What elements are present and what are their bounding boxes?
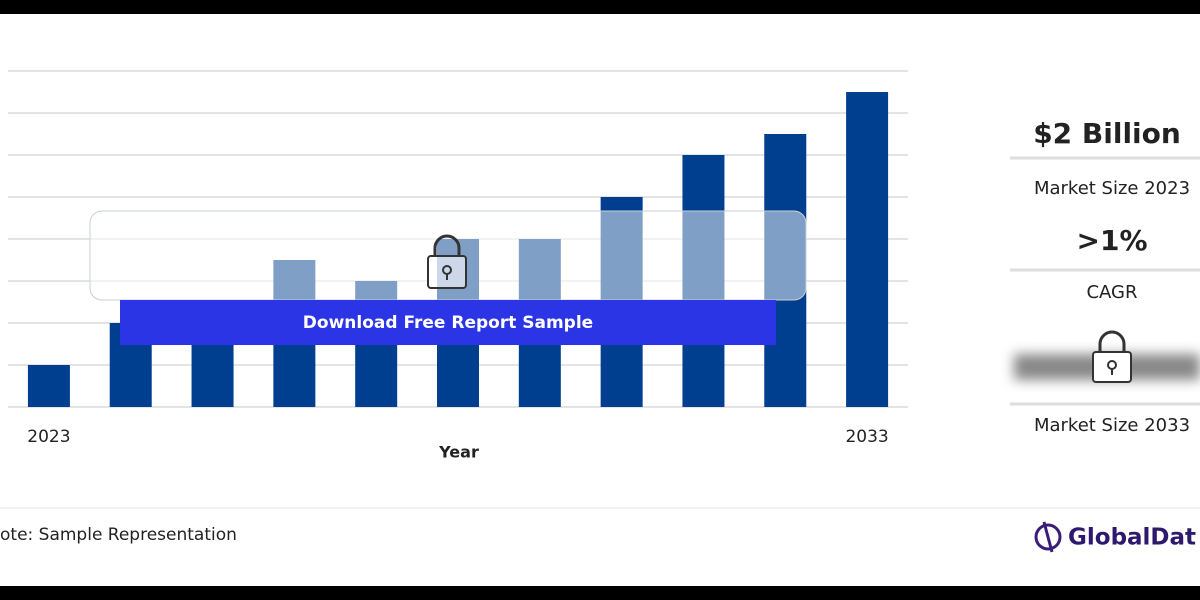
footnote: ote: Sample Representation [0,525,237,545]
x-tick-label: 2033 [845,427,888,447]
stat-label: Market Size 2033 [1034,415,1190,436]
x-axis-title: Year [438,443,479,462]
bar [27,365,70,407]
brand-name: GlobalDat [1068,525,1196,551]
stat-value: >1% [1077,224,1148,257]
lock-icon [427,234,467,289]
bar [846,92,889,407]
download-button-label[interactable]: Download Free Report Sample [303,313,593,333]
stat-value: $2 Billion [1033,117,1181,150]
x-tick-label: 2023 [27,427,70,447]
brand-logo: GlobalDat [1034,521,1196,553]
stats-panel: $2 Billion Market Size 2023 >1% CAGR Mar… [1010,117,1200,436]
lock-icon [1092,330,1132,383]
bottom-border [0,586,1200,600]
locked-overlay: Download Free Report Sample [89,210,807,345]
top-border [0,0,1200,14]
stat-label: CAGR [1086,282,1137,303]
stat-label: Market Size 2023 [1034,178,1190,199]
download-button[interactable] [120,300,776,345]
